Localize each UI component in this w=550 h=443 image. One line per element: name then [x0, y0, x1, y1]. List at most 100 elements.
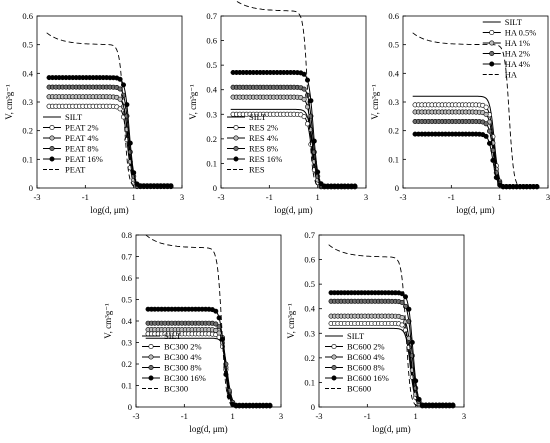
- y-tick-label: 0.3: [304, 328, 315, 338]
- legend-label: PEAT 4%: [65, 133, 99, 143]
- data-point: [399, 314, 405, 320]
- y-tick-label: 0.3: [206, 109, 217, 119]
- data-point: [490, 157, 496, 163]
- data-point: [486, 128, 492, 134]
- data-point: [402, 294, 408, 300]
- series-line-5: [412, 133, 539, 188]
- legend-marker: [49, 146, 55, 152]
- y-tick-label: 0.6: [121, 273, 132, 283]
- y-tick-label: 0.2: [121, 359, 132, 369]
- data-point: [399, 322, 405, 328]
- y-tick-label: 0: [213, 183, 217, 193]
- data-point: [483, 133, 489, 139]
- legend-label: PEAT 8%: [65, 144, 99, 154]
- x-tick-label: 1: [231, 411, 235, 421]
- data-point: [127, 140, 133, 146]
- y-tick-label: 0.6: [388, 11, 399, 21]
- x-tick-label: -1: [364, 411, 371, 421]
- legend-marker: [489, 40, 495, 46]
- x-tick-label: -3: [33, 192, 40, 202]
- legend-label: SILT: [505, 17, 523, 27]
- x-axis-label: log(d, μm): [90, 205, 128, 215]
- legend-marker: [331, 375, 337, 381]
- legend-marker: [148, 364, 154, 370]
- y-axis-label: V, cm³g⁻¹: [188, 84, 198, 120]
- series-line-6: [234, 0, 357, 188]
- legend-label: BC600 2%: [347, 342, 385, 352]
- chart-panel-2: 0 0.1 0.2 0.3 0.4 0.5 0.6 0.7 -3 -1 1 3 log(d, μm) V,…: [188, 0, 368, 215]
- x-tick-label: 3: [180, 192, 184, 202]
- legend-marker: [331, 364, 337, 370]
- data-point: [124, 102, 130, 108]
- data-point: [304, 77, 310, 83]
- y-tick-label: 0.1: [304, 377, 315, 387]
- legend-marker: [331, 343, 337, 349]
- y-tick-label: 0: [29, 183, 33, 193]
- data-point: [486, 140, 492, 146]
- series-line-6: [46, 32, 173, 188]
- legend-marker: [233, 125, 239, 131]
- x-tick-label: -3: [217, 192, 224, 202]
- data-point: [315, 169, 321, 175]
- x-tick-label: -1: [181, 411, 188, 421]
- series-line-6: [328, 244, 455, 407]
- x-tick-label: -3: [399, 192, 406, 202]
- y-tick-label: 0.4: [304, 304, 315, 314]
- data-point: [311, 138, 317, 144]
- data-point: [131, 170, 137, 176]
- data-point: [213, 327, 219, 333]
- legend-label: BC600 16%: [347, 373, 389, 383]
- y-tick-label: 0.1: [206, 158, 217, 168]
- legend-label: BC600 8%: [347, 363, 385, 373]
- legend-label: SILT: [347, 331, 365, 341]
- plot-frame: [220, 15, 367, 189]
- data-point: [406, 306, 412, 312]
- series-line-2: [412, 104, 539, 188]
- legend-label: SILT: [249, 112, 267, 122]
- y-tick-label: 0.4: [121, 316, 132, 326]
- y-axis-label: V, cm³g⁻¹: [286, 303, 296, 339]
- data-point: [483, 104, 489, 110]
- y-tick-label: 0.3: [388, 97, 399, 107]
- legend-label: RES 8%: [249, 144, 278, 154]
- y-tick-label: 0: [395, 183, 399, 193]
- y-tick-label: 0.3: [22, 97, 33, 107]
- series-line-6: [412, 32, 539, 188]
- legend-label: BC600: [347, 384, 371, 394]
- data-point: [121, 82, 127, 88]
- y-tick-label: 0.2: [206, 134, 217, 144]
- y-tick-label: 0.4: [388, 68, 399, 78]
- legend-marker: [49, 135, 55, 141]
- legend-marker: [233, 146, 239, 152]
- legend-label: BC300 2%: [164, 342, 202, 352]
- data-point: [301, 114, 307, 120]
- legend-marker: [489, 29, 495, 35]
- y-axis-label: V, cm³g⁻¹: [4, 84, 14, 120]
- data-point: [117, 96, 123, 102]
- x-tick-label: 1: [498, 192, 502, 202]
- y-tick-label: 0.6: [22, 11, 33, 21]
- y-tick-label: 0.5: [121, 295, 132, 305]
- x-tick-label: -1: [82, 192, 89, 202]
- legend-label: HA 4%: [505, 59, 530, 69]
- y-tick-label: 0.5: [206, 60, 217, 70]
- data-point: [493, 175, 499, 181]
- y-tick-label: 0.5: [22, 40, 33, 50]
- data-point: [416, 396, 422, 402]
- x-axis-label: log(d, μm): [274, 205, 312, 215]
- y-tick-label: 0.1: [22, 154, 33, 164]
- y-tick-label: 0.2: [22, 126, 33, 136]
- legend-marker: [331, 354, 337, 360]
- legend-label: SILT: [65, 112, 83, 122]
- legend-marker: [489, 61, 495, 67]
- y-tick-label: 0: [128, 402, 132, 412]
- y-tick-label: 0.8: [121, 230, 132, 240]
- y-tick-label: 0.2: [304, 353, 315, 363]
- data-point: [409, 339, 415, 345]
- legend-label: PEAT: [65, 165, 86, 175]
- y-tick-label: 0.3: [121, 338, 132, 348]
- series-line-6: [145, 234, 272, 407]
- legend-label: BC300 8%: [164, 363, 202, 373]
- y-axis-label: V, cm³g⁻¹: [103, 303, 113, 339]
